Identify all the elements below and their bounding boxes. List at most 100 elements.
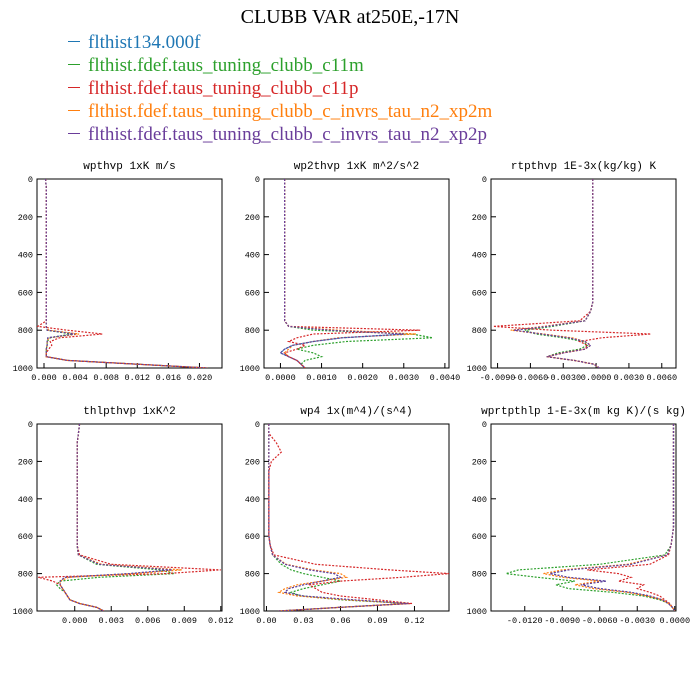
panel: rtpthvp 1E-3x(kg/kg) K02004006008001000-… (467, 161, 677, 383)
y-tick-label: 0 (28, 420, 33, 430)
y-tick-label: 1000 (13, 607, 33, 617)
x-tick-label: 0.009 (172, 616, 198, 626)
series-line (543, 424, 676, 611)
legend: flthist134.000f flthist.fdef.taus_tuning… (68, 31, 492, 146)
plot-frame (263, 423, 450, 612)
series-line (510, 179, 600, 368)
panel: wprtpthlp 1-E-3x(m kg K)/(s kg) 0 200 400 60… (467, 406, 690, 626)
x-tick-label: 0.0000 (265, 373, 296, 383)
plot-frame (490, 178, 677, 369)
panel-title: thlpthvp 1xK^2 (83, 406, 175, 418)
y-tick-label: 200 (18, 213, 33, 223)
series-line (59, 424, 173, 611)
x-tick-label: 0.0040 (430, 373, 461, 383)
panel-title: wp2thvp 1xK m^2/s^2 (294, 161, 419, 173)
series-line (45, 179, 208, 368)
y-tick-label: 0 (482, 175, 487, 185)
y-tick-label: 400 (472, 495, 487, 505)
legend-entry: flthist.fdef.taus_tuning_clubb_c11m (68, 54, 492, 77)
series-line (513, 179, 600, 368)
x-tick-label: 0.09 (367, 616, 387, 626)
x-tick-label: -0.0060 (582, 616, 618, 626)
series-line (549, 424, 676, 611)
legend-entry: flthist134.000f (68, 31, 492, 54)
y-tick-label: 1000 (467, 607, 487, 617)
panel-title: wp4 1x(m^4)/(s^4) (300, 406, 412, 418)
panel: wp2thvp 1xK m^2/s^2 0 200 400 600 800 1000 0.00… (240, 161, 461, 383)
x-tick-label: 0.0020 (347, 373, 378, 383)
y-tick-label: 600 (18, 532, 33, 542)
x-tick-label: 0.006 (135, 616, 161, 626)
x-tick-label: -0.0030 (545, 373, 581, 383)
x-tick-label: 0.004 (62, 373, 88, 383)
y-tick-label: 0 (255, 175, 260, 185)
x-tick-label: 0.000 (62, 616, 88, 626)
y-tick-label: 1000 (240, 607, 260, 617)
x-tick-label: 0.0000 (659, 616, 690, 626)
legend-label: flthist134.000f (88, 32, 201, 53)
y-tick-label: 200 (245, 213, 260, 223)
series-line (45, 179, 208, 368)
y-tick-label: 600 (472, 532, 487, 542)
x-tick-label: 0.0030 (614, 373, 645, 383)
y-tick-label: 200 (472, 457, 487, 467)
x-tick-label: 0.06 (330, 616, 350, 626)
y-tick-label: 800 (18, 570, 33, 580)
y-tick-label: 600 (18, 288, 33, 298)
x-tick-label: 0.012 (125, 373, 151, 383)
y-tick-label: 400 (245, 495, 260, 505)
series-line (268, 424, 409, 611)
panel-title: rtpthvp 1E-3x(kg/kg) K (511, 161, 657, 173)
x-tick-label: 0.000 (31, 373, 57, 383)
y-tick-label: 200 (18, 457, 33, 467)
x-tick-label: 0.016 (156, 373, 182, 383)
legend-swatch (68, 41, 80, 43)
plot-frame (263, 178, 450, 369)
legend-entry: flthist.fdef.taus_tuning_clubb_c_invrs_t… (68, 100, 492, 123)
legend-label: flthist.fdef.taus_tuning_clubb_c11p (88, 78, 359, 99)
x-tick-label: 0.008 (93, 373, 119, 383)
y-tick-label: 800 (245, 570, 260, 580)
panel: thlpthvp 1xK^2 0 200 400 600 800 1000 0.000 0.00… (13, 406, 234, 626)
x-tick-label: 0.0030 (388, 373, 419, 383)
series-line (45, 179, 208, 368)
x-tick-label: 0.0060 (646, 373, 677, 383)
x-tick-label: 0.020 (187, 373, 213, 383)
x-tick-label: -0.0090 (480, 373, 516, 383)
x-tick-label: 0.012 (208, 616, 234, 626)
series-line (268, 424, 409, 611)
plot-frame (36, 178, 223, 369)
y-tick-label: 800 (245, 326, 260, 336)
panel-title: wpthvp 1xK m/s (83, 161, 175, 173)
y-tick-label: 400 (245, 251, 260, 261)
series-line (549, 424, 676, 611)
series-line (59, 424, 182, 611)
x-tick-label: -0.0120 (507, 616, 543, 626)
x-tick-label: 0.03 (293, 616, 313, 626)
panel-title: wprtpthlp 1-E-3x(m kg K)/(s kg) (481, 406, 686, 418)
y-tick-label: 600 (245, 288, 260, 298)
legend-swatch (68, 110, 80, 112)
y-tick-label: 800 (472, 570, 487, 580)
y-tick-label: 200 (472, 213, 487, 223)
x-tick-label: -0.0060 (513, 373, 549, 383)
plot-frame (36, 423, 223, 612)
plot-frame (490, 423, 677, 612)
series-line (279, 179, 404, 368)
x-tick-label: -0.0030 (619, 616, 655, 626)
y-tick-label: 400 (18, 495, 33, 505)
legend-swatch (68, 133, 80, 135)
y-tick-label: 1000 (467, 364, 487, 374)
figure-title: CLUBB VAR at250E,-17N (240, 6, 460, 28)
y-tick-label: 600 (245, 532, 260, 542)
series-line (587, 424, 676, 611)
series-line (513, 179, 600, 368)
legend-entry: flthist.fdef.taus_tuning_clubb_c_invrs_t… (68, 123, 492, 146)
y-tick-label: 400 (18, 251, 33, 261)
y-tick-label: 800 (18, 326, 33, 336)
x-tick-label: 0.0000 (581, 373, 612, 383)
series-line (284, 179, 433, 368)
